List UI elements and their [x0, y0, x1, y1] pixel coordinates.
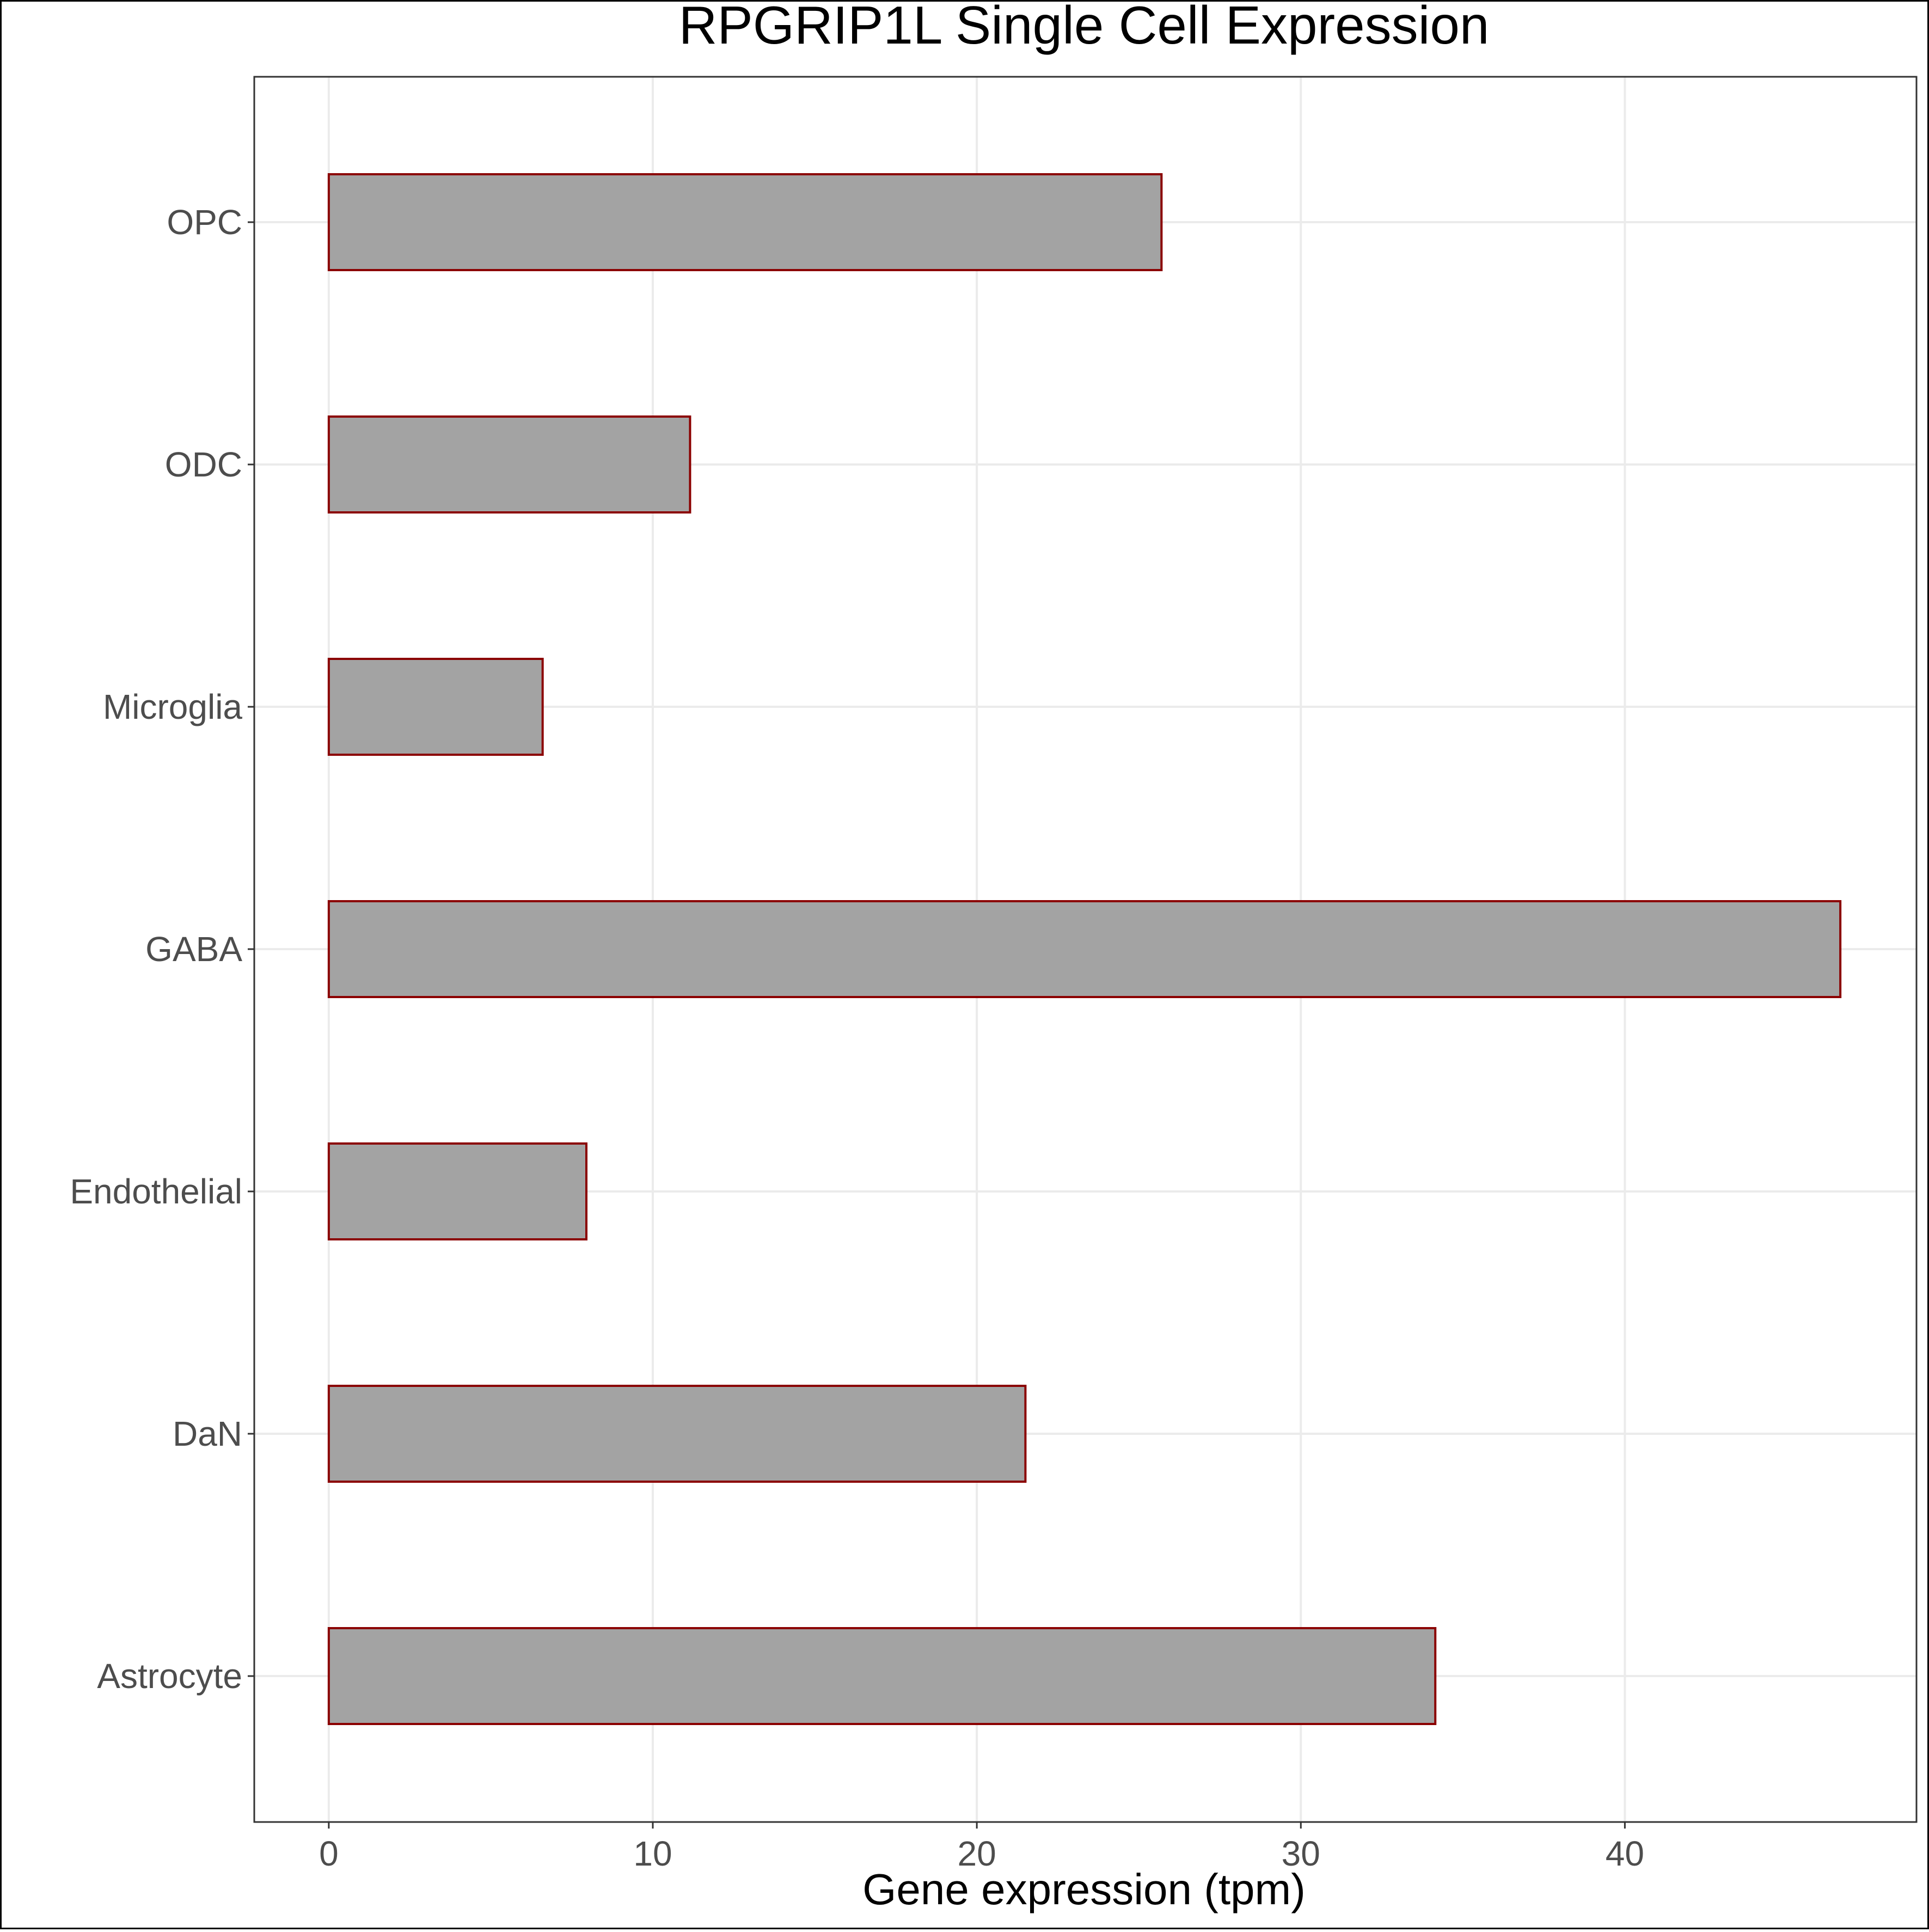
bar-dan — [327, 1385, 1027, 1483]
x-tick-label: 0 — [319, 1834, 339, 1873]
y-tick-label: Microglia — [103, 687, 242, 726]
bar-opc — [327, 173, 1163, 271]
x-axis-title: Gene expression (tpm) — [862, 1865, 1306, 1913]
bar-gaba — [327, 900, 1842, 998]
bar-microglia — [327, 658, 544, 756]
x-tick-label: 40 — [1606, 1834, 1644, 1873]
y-tick-label: Astrocyte — [97, 1656, 242, 1696]
y-axis: OPC ODC Microglia GABA Endothelial DaN Astrocy… — [70, 203, 254, 1696]
x-tick-label: 30 — [1282, 1834, 1320, 1873]
x-tick-label: 10 — [633, 1834, 672, 1873]
bar-astrocyte — [327, 1627, 1437, 1725]
y-tick-label: DaN — [173, 1414, 242, 1453]
bar-endothelial — [327, 1142, 588, 1240]
y-tick-label: ODC — [165, 445, 242, 484]
chart-title: RPGRIP1L Single Cell Expression — [679, 0, 1490, 55]
x-tick-label: 20 — [958, 1834, 996, 1873]
bar-layer — [327, 173, 1842, 1725]
y-tick-label: Endothelial — [70, 1172, 242, 1211]
x-axis: 0 10 20 30 40 — [319, 1822, 1644, 1873]
y-tick-label: OPC — [167, 203, 242, 242]
y-tick-label: GABA — [145, 930, 242, 969]
bar-odc — [327, 415, 691, 513]
